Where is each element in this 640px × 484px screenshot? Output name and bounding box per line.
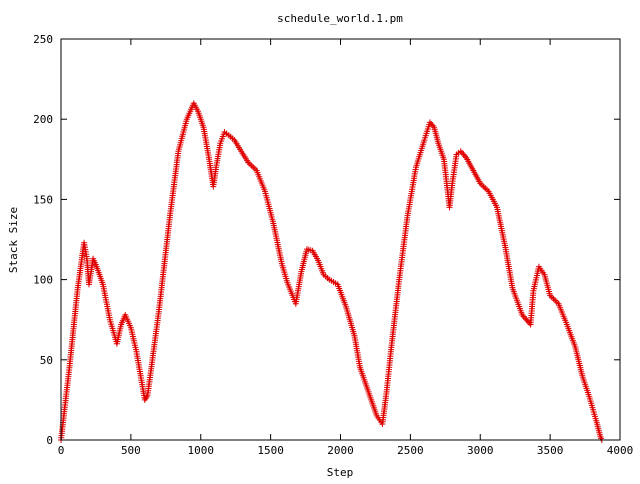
- x-tick-label: 2000: [327, 444, 354, 457]
- x-tick-label: 0: [58, 444, 65, 457]
- x-tick-label: 3500: [537, 444, 564, 457]
- series-markers: [58, 100, 605, 443]
- x-tick-label: 2500: [397, 444, 424, 457]
- chart-title: schedule_world.1.pm: [277, 12, 403, 25]
- y-tick-label: 250: [33, 33, 53, 46]
- x-tick-label: 1500: [257, 444, 284, 457]
- x-tick-label: 3000: [467, 444, 494, 457]
- y-tick-label: 200: [33, 113, 53, 126]
- y-tick-label: 100: [33, 274, 53, 287]
- y-tick-label: 50: [40, 354, 53, 367]
- x-axis-label: Step: [327, 466, 354, 479]
- ticks-layer: 0 500 1000 1500 2000 2500 3000 3500 4000 0 50 100 15…: [33, 33, 633, 457]
- series-layer: [58, 100, 605, 443]
- plot-frame: [60, 38, 621, 441]
- y-tick-label: 150: [33, 193, 53, 206]
- x-tick-label: 500: [121, 444, 141, 457]
- x-tick-label: 1000: [188, 444, 215, 457]
- y-tick-label: 0: [46, 434, 53, 447]
- x-tick-label: 4000: [607, 444, 634, 457]
- y-axis-label: Stack Size: [7, 207, 20, 273]
